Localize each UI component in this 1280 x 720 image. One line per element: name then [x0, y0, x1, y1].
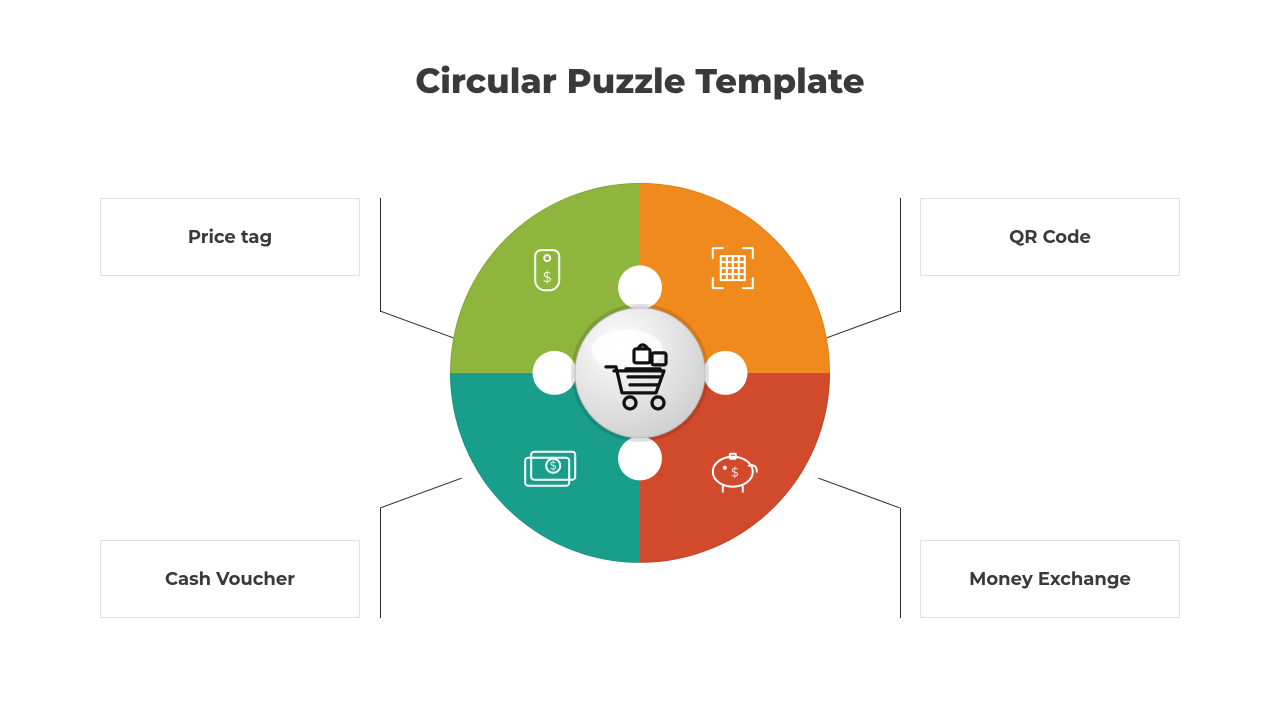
puzzle: $ $ $ — [450, 183, 830, 568]
label-money-exchange: Money Exchange — [920, 540, 1180, 618]
separator-price-tag — [380, 198, 381, 312]
stage: Circular Puzzle Template Price tag QR Cod… — [0, 0, 1280, 720]
svg-text:$: $ — [731, 466, 738, 481]
center-button — [575, 308, 705, 438]
separator-cash-voucher — [380, 508, 381, 618]
puzzle-svg: $ $ $ — [450, 183, 830, 563]
connector-qr-code — [818, 311, 900, 341]
label-qr-code: QR Code — [920, 198, 1180, 276]
svg-text:$: $ — [543, 268, 552, 286]
label-price-tag: Price tag — [100, 198, 360, 276]
label-cash-voucher: Cash Voucher — [100, 540, 360, 618]
separator-money-exchange — [900, 508, 901, 618]
separator-qr-code — [900, 198, 901, 312]
connector-money-exchange — [818, 478, 900, 508]
page-title: Circular Puzzle Template — [0, 60, 1280, 102]
svg-text:$: $ — [550, 459, 557, 473]
